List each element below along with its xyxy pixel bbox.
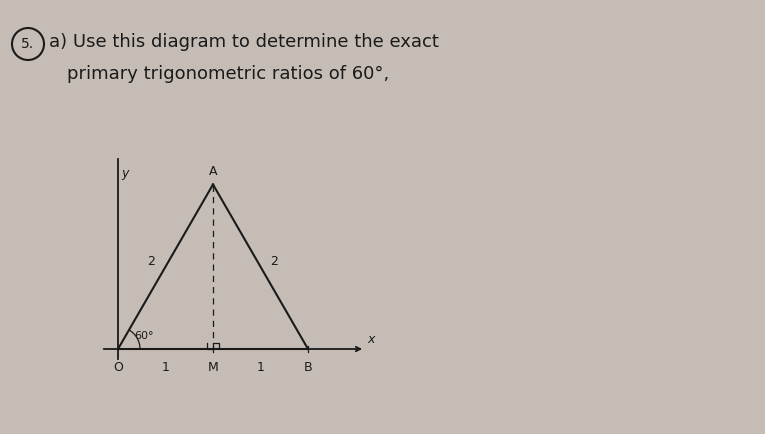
Text: y: y [121,167,129,180]
Text: a) Use this diagram to determine the exact: a) Use this diagram to determine the exa… [49,33,439,51]
Text: x: x [367,333,374,346]
Text: A: A [209,165,217,178]
Text: 1: 1 [256,361,265,374]
Text: primary trigonometric ratios of 60°,: primary trigonometric ratios of 60°, [67,65,389,83]
Text: 2: 2 [271,255,278,268]
Text: 1: 1 [161,361,169,374]
Text: 2: 2 [148,255,155,268]
Text: 5.: 5. [21,37,34,51]
Text: O: O [113,361,123,374]
Text: M: M [207,361,218,374]
Text: 60°: 60° [134,331,154,341]
Text: B: B [304,361,312,374]
